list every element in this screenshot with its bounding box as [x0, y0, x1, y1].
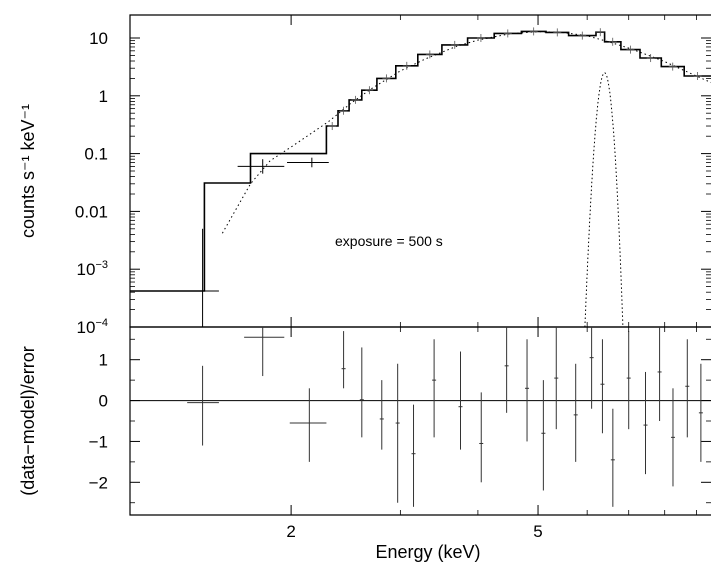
x-tick-label: 5 [533, 522, 542, 541]
spectrum-panel-frame [129, 14, 711, 328]
exposure-annotation: exposure = 500 s [335, 233, 443, 249]
residual-y-tick-label: 0 [99, 392, 108, 411]
gaussian-line-component-curve [584, 72, 624, 328]
spectrum-data-points [187, 27, 702, 327]
spectrum-y-tick-label: 10−4 [77, 317, 108, 337]
residual-data-points [187, 327, 703, 507]
x-tick-label: 2 [286, 522, 295, 541]
spectrum-y-tick-label: 0.01 [75, 202, 108, 221]
residual-y-tick-label: 1 [99, 351, 108, 370]
residual-y-axis-title: (data−model)/error [18, 346, 38, 496]
spectrum-y-ticks: 10 1 0.1 0.01 10−3 10−4 [75, 29, 711, 337]
residual-y-ticks: 1 0 −1 −2 [89, 338, 711, 504]
spectrum-y-tick-label: 10 [89, 29, 108, 48]
residual-y-tick-label: −2 [89, 473, 108, 492]
continuum-component-curve [221, 31, 711, 234]
model-step-histogram [130, 30, 711, 292]
spectrum-y-tick-label: 0.1 [84, 145, 108, 164]
x-axis-title: Energy (keV) [375, 542, 480, 562]
spectrum-y-axis-title: counts s⁻¹ keV⁻¹ [18, 104, 38, 238]
spectrum-y-tick-label: 1 [99, 87, 108, 106]
model-component-curves [221, 31, 711, 328]
spectrum-y-tick-label: 10−3 [77, 259, 108, 279]
residual-y-tick-label: −1 [89, 432, 108, 451]
model-histogram-line [130, 30, 711, 292]
residual-panel-frame [129, 326, 711, 516]
